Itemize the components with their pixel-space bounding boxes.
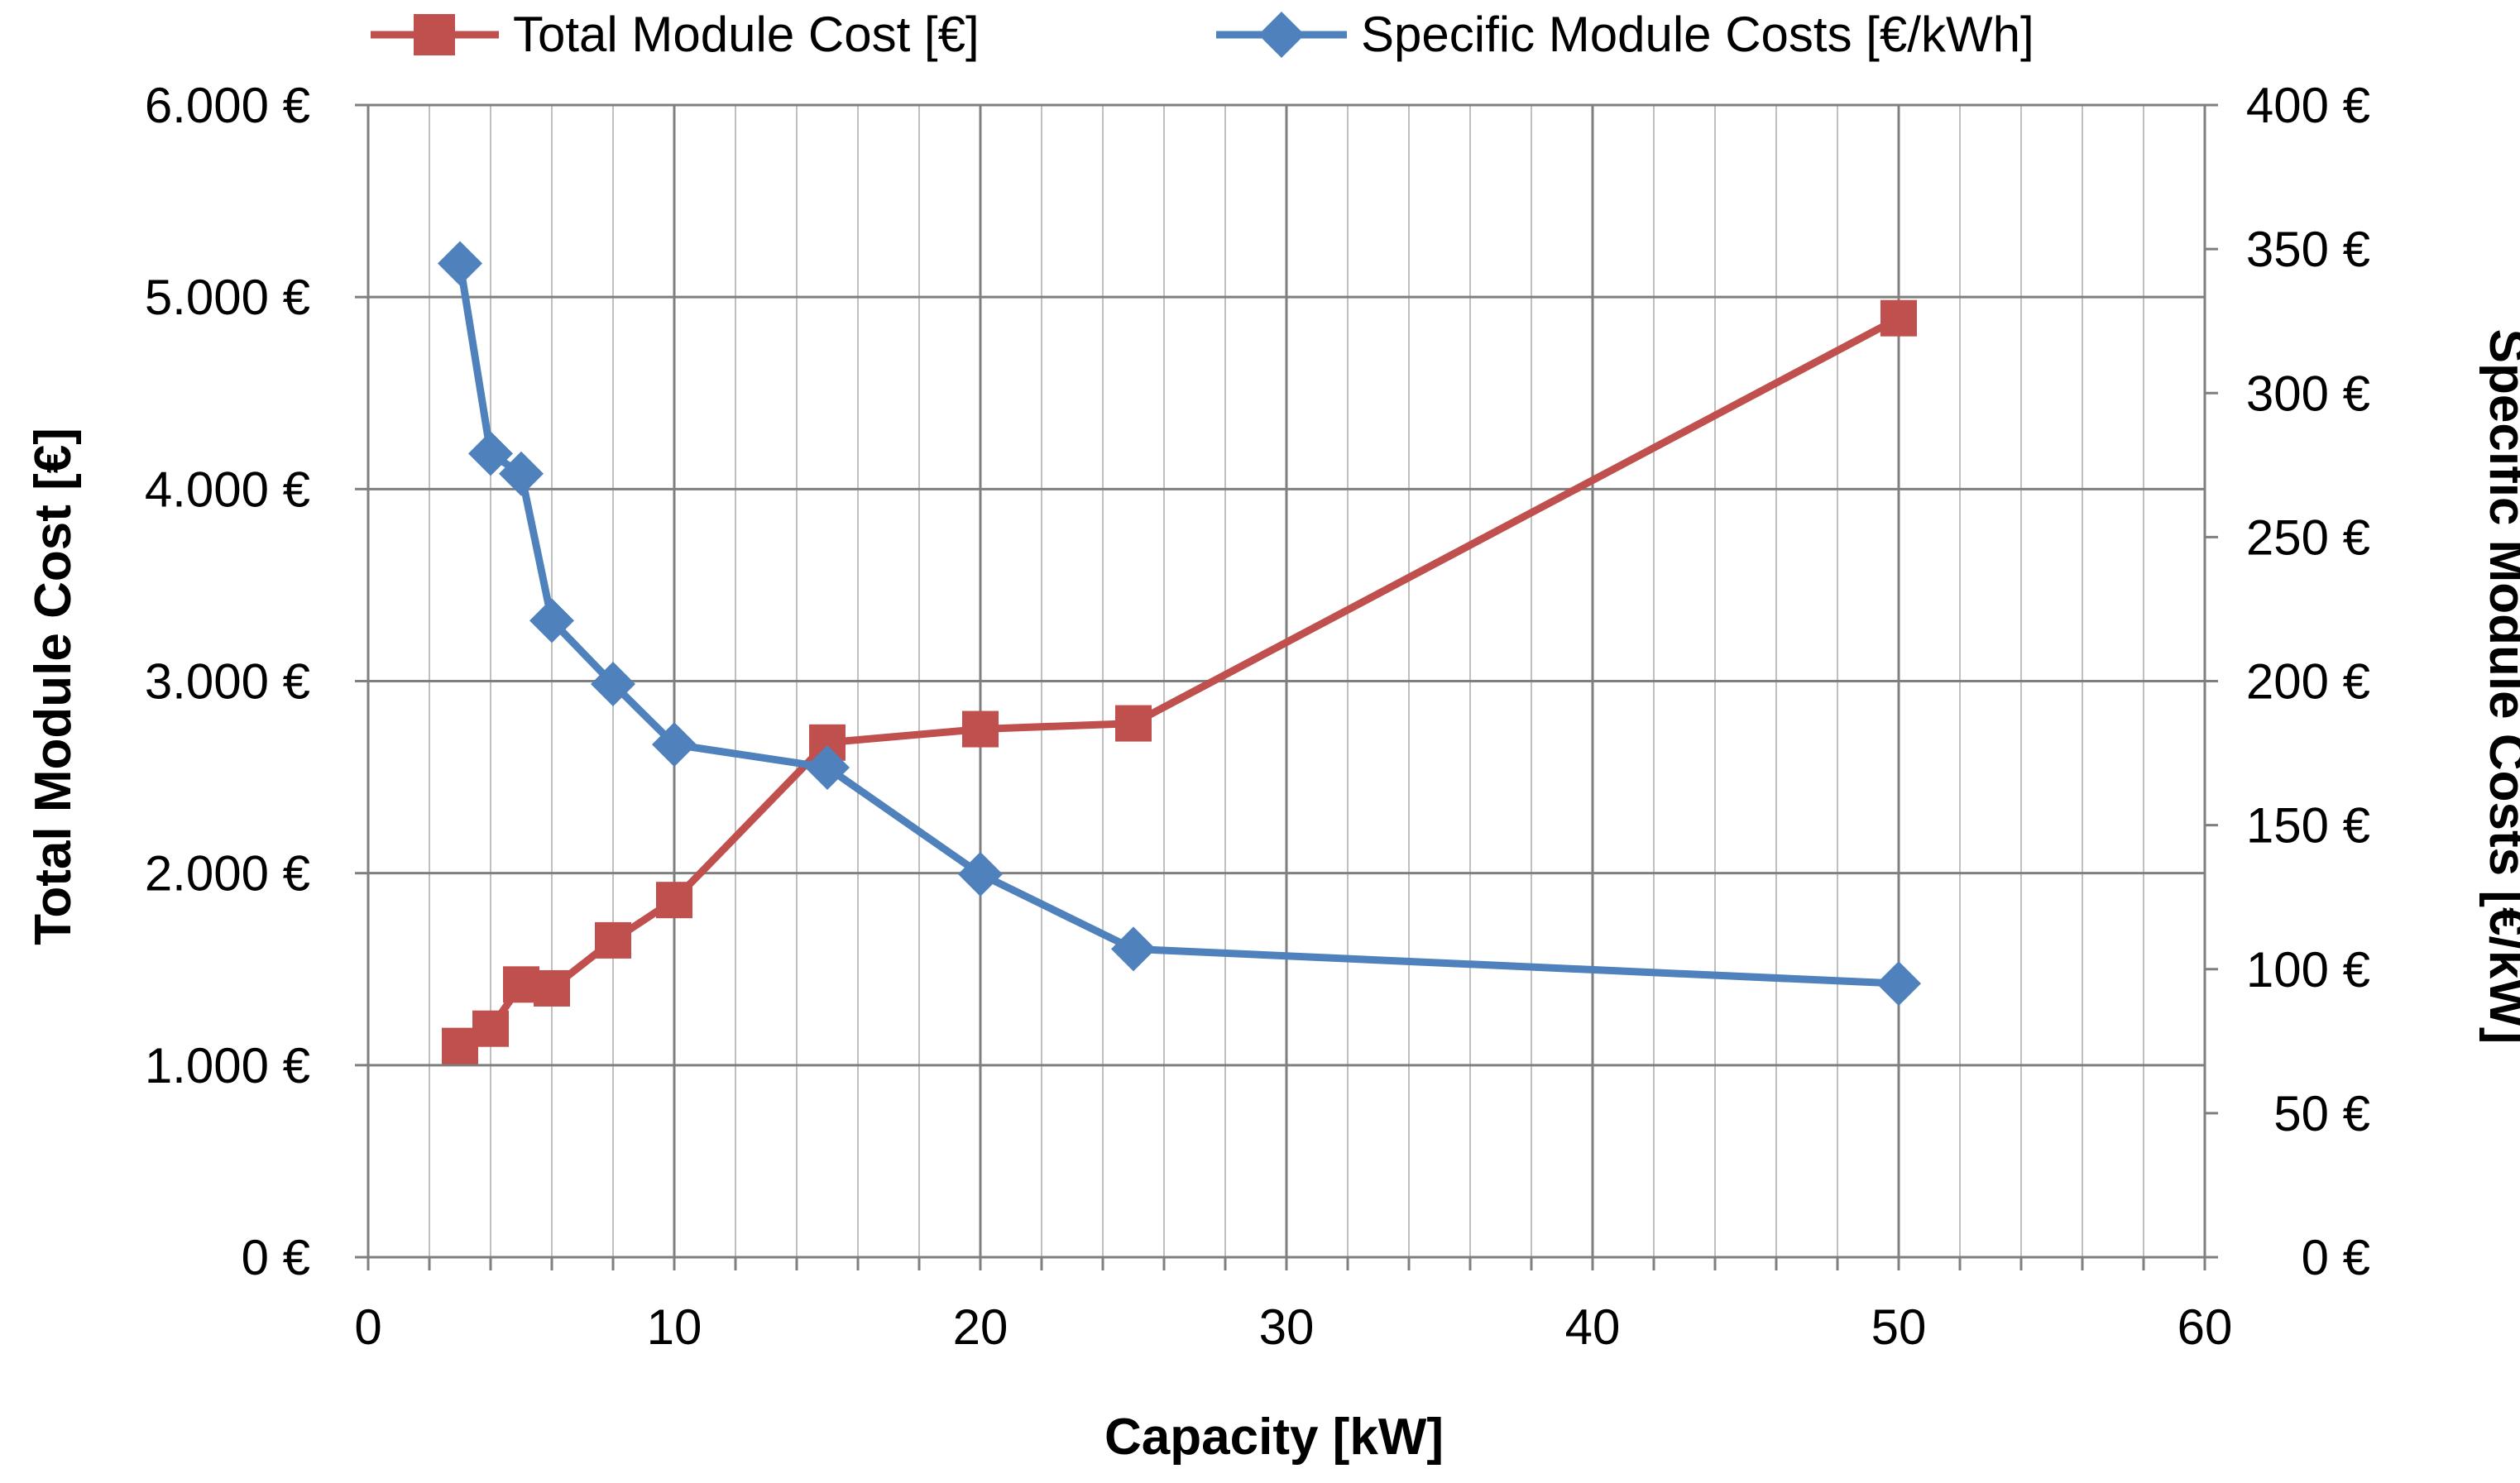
y-right-tick-label: 150 € <box>2246 798 2370 854</box>
data-point-square <box>442 1027 478 1064</box>
data-point-diamond <box>958 851 1003 897</box>
data-point-square <box>472 1010 509 1047</box>
data-point-diamond <box>1111 926 1156 972</box>
legend-item-specific-module-costs: Specific Module Costs [€/kWh] <box>1216 7 2034 62</box>
legend-label-total-module-cost: Total Module Cost [€] <box>513 7 980 62</box>
y-left-axis-title: Total Module Cost [€] <box>25 428 82 945</box>
data-point-square <box>595 921 631 959</box>
tick-labels: 0 € 1.000 € 2.000 € 3.000 € 4.000 € 5.000 € 6.… <box>145 78 2370 1355</box>
legend-item-total-module-cost: Total Module Cost [€] <box>371 7 980 62</box>
data-point-diamond <box>805 744 850 790</box>
data-point-diamond <box>591 661 635 706</box>
y-right-tick-label: 200 € <box>2246 654 2370 710</box>
data-point-diamond <box>652 722 697 768</box>
y-right-tick-label: 300 € <box>2246 366 2370 421</box>
data-point-square <box>656 882 692 919</box>
y-right-tick-label: 400 € <box>2246 78 2370 133</box>
data-point-diamond <box>529 598 574 643</box>
y-right-axis-title: Specific Module Costs [€/kW] <box>2479 329 2520 1045</box>
y-left-tick-label: 5.000 € <box>145 270 310 325</box>
data-point-square <box>962 710 999 748</box>
series-line <box>458 314 1901 1050</box>
data-point-square <box>503 966 539 1003</box>
data-point-square <box>1880 299 1917 337</box>
x-tick-label: 40 <box>1565 1299 1621 1355</box>
legend-marker-square <box>414 14 455 55</box>
legend: Total Module Cost [€] Specific Module Co… <box>371 7 2034 62</box>
x-tick-label: 0 <box>354 1299 381 1355</box>
y-left-tick-label: 4.000 € <box>145 462 310 517</box>
data-point-diamond <box>1876 961 1921 1007</box>
y-right-tick-label: 350 € <box>2246 222 2370 277</box>
data-point-diamond <box>468 431 513 476</box>
data-point-square <box>534 969 570 1007</box>
x-tick-label: 20 <box>953 1299 1008 1355</box>
y-left-tick-label: 1.000 € <box>145 1038 310 1093</box>
y-right-tick-label: 250 € <box>2246 509 2370 565</box>
series-specific-module-costs <box>438 241 1921 1007</box>
y-left-tick-label: 6.000 € <box>145 78 310 133</box>
x-tick-label: 50 <box>1871 1299 1927 1355</box>
y-left-tick-label: 3.000 € <box>145 654 310 710</box>
x-tick-label: 60 <box>2177 1299 2233 1355</box>
y-right-tick-label: 0 € <box>2302 1230 2370 1285</box>
y-left-tick-label: 2.000 € <box>145 846 310 902</box>
legend-label-specific-module-costs: Specific Module Costs [€/kWh] <box>1361 7 2034 62</box>
data-point-diamond <box>499 451 544 496</box>
x-tick-label: 30 <box>1259 1299 1315 1355</box>
series-layer <box>438 241 1921 1064</box>
x-axis-title: Capacity [kW] <box>1104 1409 1444 1466</box>
axes <box>355 103 2218 1270</box>
legend-marker-diamond <box>1258 12 1305 58</box>
data-point-diamond <box>438 241 482 286</box>
x-tick-label: 10 <box>647 1299 702 1355</box>
data-point-square <box>1115 705 1152 742</box>
series-line <box>456 262 1900 988</box>
y-left-tick-label: 0 € <box>242 1230 310 1285</box>
y-right-tick-label: 100 € <box>2246 942 2370 997</box>
series-total-module-cost <box>442 299 1917 1064</box>
y-right-tick-label: 50 € <box>2273 1086 2370 1141</box>
